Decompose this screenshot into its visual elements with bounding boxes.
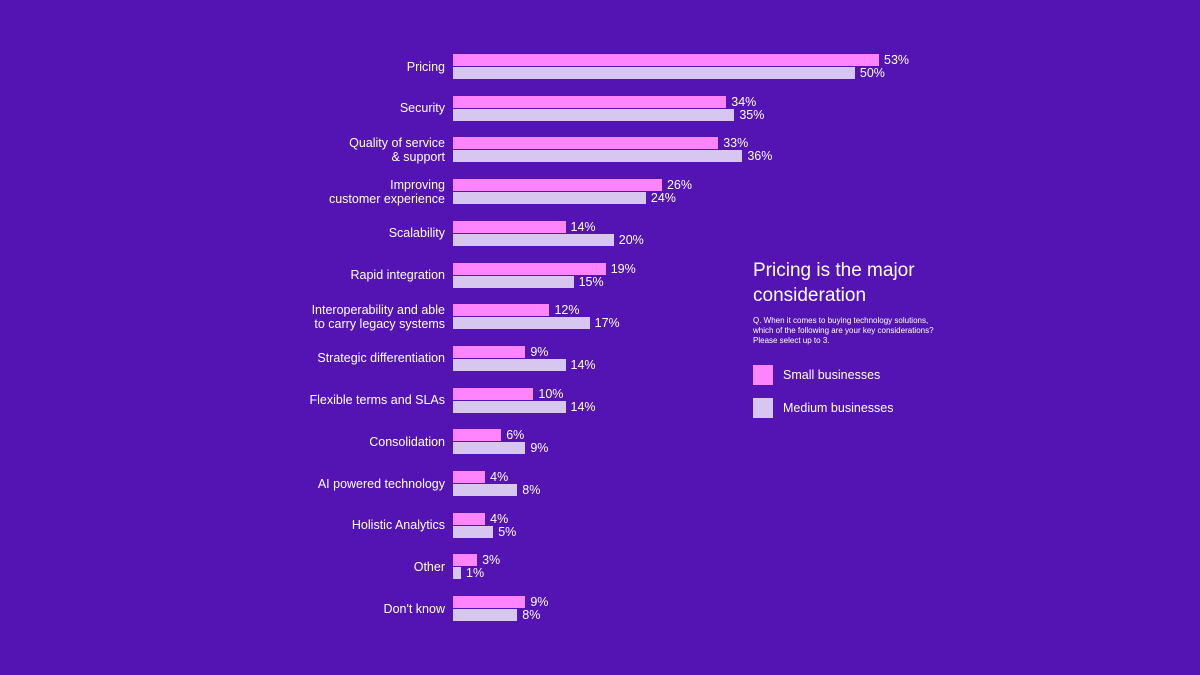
legend: Small businesses Medium businesses <box>753 364 983 419</box>
bar-small-consolidation <box>453 429 502 442</box>
chart-title: Pricing is the major consideration <box>753 260 915 306</box>
value-label-medium-flexible-terms-and-slas: 14% <box>570 399 596 414</box>
bar-medium-improving-customer-experience <box>453 192 646 205</box>
value-label-medium-holistic-analytics: 5% <box>498 524 517 539</box>
category-label-flexible-terms-and-slas: Flexible terms and SLAs <box>309 393 445 408</box>
bar-medium-scalability <box>453 233 614 246</box>
bar-small-pricing <box>453 54 879 66</box>
category-label-pricing: Pricing <box>406 59 445 74</box>
bar-medium-pricing <box>453 67 855 79</box>
bar-medium-consolidation <box>453 442 526 455</box>
legend-swatch-small-businesses <box>753 365 773 385</box>
bar-medium-other <box>453 567 462 580</box>
legend-swatch-medium-businesses <box>753 398 773 418</box>
bar-medium-flexible-terms-and-slas <box>453 400 566 413</box>
category-label-ai-powered-technology: AI powered technology <box>317 476 445 491</box>
value-label-medium-strategic-differentiation: 14% <box>570 357 596 372</box>
bar-small-don-t-know <box>453 596 526 609</box>
value-label-medium-other: 1% <box>466 566 485 581</box>
category-label-quality-of-service-support: Quality of service & support <box>349 135 445 164</box>
bar-small-scalability <box>453 220 566 233</box>
bar-medium-rapid-integration <box>453 275 574 288</box>
bar-small-other <box>453 554 478 567</box>
bar-small-ai-powered-technology <box>453 471 486 483</box>
value-label-small-flexible-terms-and-slas: 10% <box>538 386 564 401</box>
value-label-small-don-t-know: 9% <box>530 595 549 610</box>
bar-small-holistic-analytics <box>453 512 486 525</box>
bar-small-strategic-differentiation <box>453 345 526 358</box>
legend-item-medium-businesses: Medium businesses <box>753 397 983 419</box>
value-label-medium-improving-customer-experience: 24% <box>650 191 676 206</box>
value-label-small-holistic-analytics: 4% <box>490 511 509 526</box>
bar-medium-security <box>453 108 735 121</box>
category-label-strategic-differentiation: Strategic differentiation <box>317 351 445 366</box>
legend-label-small-businesses: Small businesses <box>783 368 881 382</box>
value-label-small-other: 3% <box>482 553 501 568</box>
value-label-medium-consolidation: 9% <box>530 441 549 456</box>
category-label-consolidation: Consolidation <box>369 434 445 449</box>
value-label-medium-don-t-know: 8% <box>522 608 541 623</box>
chart-subtitle: Q. When it comes to buying technology so… <box>753 316 934 345</box>
value-label-small-pricing: 53% <box>884 53 910 67</box>
value-label-medium-interoperability-and-able-to-carry-legacy-systems: 17% <box>594 316 620 331</box>
bar-medium-strategic-differentiation <box>453 358 566 371</box>
chart-info-panel: Pricing is the major consideration Q. Wh… <box>753 258 983 430</box>
bar-small-quality-of-service-support <box>453 137 719 150</box>
category-label-security: Security <box>399 101 445 116</box>
bar-medium-ai-powered-technology <box>453 484 518 496</box>
legend-item-small-businesses: Small businesses <box>753 364 983 386</box>
bar-medium-quality-of-service-support <box>453 150 743 163</box>
value-label-medium-ai-powered-technology: 8% <box>522 483 541 497</box>
value-label-small-consolidation: 6% <box>506 428 525 443</box>
value-label-small-security: 34% <box>731 94 757 109</box>
category-label-rapid-integration: Rapid integration <box>350 268 445 282</box>
value-label-small-rapid-integration: 19% <box>610 261 636 276</box>
category-label-interoperability-and-able-to-carry-legacy-systems: Interoperability and able to carry legac… <box>311 302 445 331</box>
value-label-medium-rapid-integration: 15% <box>578 274 604 289</box>
value-label-medium-security: 35% <box>739 107 765 122</box>
value-label-small-improving-customer-experience: 26% <box>666 178 692 193</box>
bar-small-improving-customer-experience <box>453 179 662 192</box>
legend-label-medium-businesses: Medium businesses <box>783 401 894 415</box>
bar-small-flexible-terms-and-slas <box>453 387 534 400</box>
bar-medium-don-t-know <box>453 609 518 622</box>
category-label-improving-customer-experience: Improving customer experience <box>328 177 445 206</box>
bar-small-security <box>453 95 727 108</box>
value-label-small-ai-powered-technology: 4% <box>490 470 509 484</box>
value-label-medium-pricing: 50% <box>859 66 885 80</box>
value-label-small-strategic-differentiation: 9% <box>530 344 549 359</box>
value-label-small-quality-of-service-support: 33% <box>723 136 749 151</box>
value-label-small-interoperability-and-able-to-carry-legacy-systems: 12% <box>554 303 580 318</box>
category-label-don-t-know: Don't know <box>383 601 445 616</box>
bar-medium-holistic-analytics <box>453 525 494 538</box>
category-label-other: Other <box>413 559 445 574</box>
bar-medium-interoperability-and-able-to-carry-legacy-systems <box>453 317 590 330</box>
bar-small-interoperability-and-able-to-carry-legacy-systems <box>453 304 550 317</box>
value-label-medium-scalability: 20% <box>618 232 644 247</box>
value-label-medium-quality-of-service-support: 36% <box>747 149 773 164</box>
bar-small-rapid-integration <box>453 262 606 275</box>
category-label-holistic-analytics: Holistic Analytics <box>351 518 445 533</box>
value-label-small-scalability: 14% <box>570 219 596 234</box>
category-label-scalability: Scalability <box>388 226 445 241</box>
